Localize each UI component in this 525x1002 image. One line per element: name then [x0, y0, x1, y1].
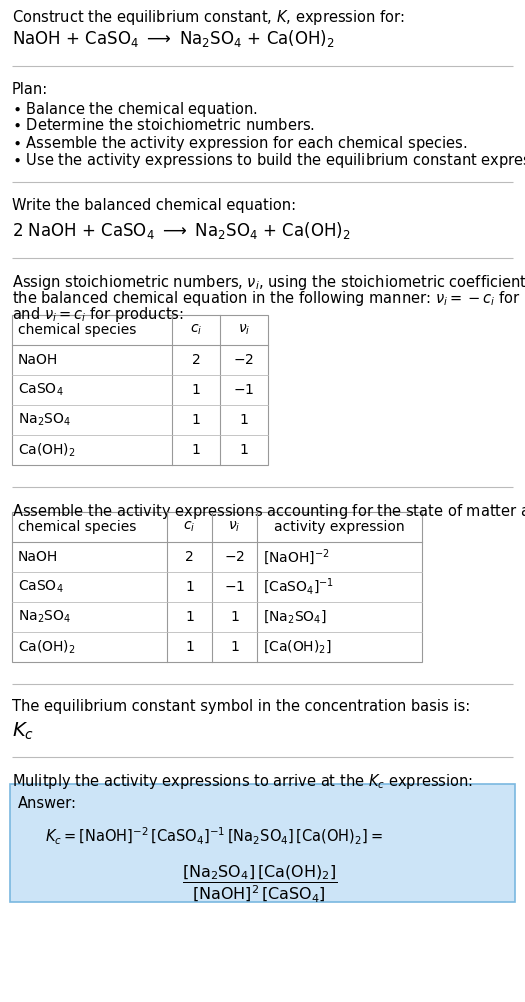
Text: $\bullet$ Balance the chemical equation.: $\bullet$ Balance the chemical equation. — [12, 100, 257, 119]
Text: $[\mathrm{Na_2SO_4}]$: $[\mathrm{Na_2SO_4}]$ — [263, 608, 327, 625]
Text: Plan:: Plan: — [12, 82, 48, 97]
Text: CaSO$_4$: CaSO$_4$ — [18, 579, 64, 595]
Text: 1: 1 — [230, 610, 239, 624]
Bar — [12, 315, 268, 465]
Text: NaOH: NaOH — [18, 550, 58, 564]
Text: $[\mathrm{CaSO_4}]^{-1}$: $[\mathrm{CaSO_4}]^{-1}$ — [263, 577, 334, 597]
Text: $c_i$: $c_i$ — [183, 520, 196, 534]
Text: chemical species: chemical species — [18, 323, 136, 337]
Text: 2: 2 — [192, 353, 201, 367]
Text: $\dfrac{[\mathrm{Na_2SO_4}]\,[\mathrm{Ca(OH)_2}]}{[\mathrm{NaOH}]^2\,[\mathrm{Ca: $\dfrac{[\mathrm{Na_2SO_4}]\,[\mathrm{Ca… — [182, 864, 338, 905]
Text: Na$_2$SO$_4$: Na$_2$SO$_4$ — [18, 609, 71, 625]
Text: 1: 1 — [185, 580, 194, 594]
Text: $\bullet$ Assemble the activity expression for each chemical species.: $\bullet$ Assemble the activity expressi… — [12, 134, 467, 153]
Text: $c_i$: $c_i$ — [190, 323, 202, 338]
Text: 1: 1 — [230, 640, 239, 654]
Text: 1: 1 — [192, 383, 201, 397]
Text: 1: 1 — [239, 443, 248, 457]
Text: $K_c$: $K_c$ — [12, 721, 34, 742]
Text: $\nu_i$: $\nu_i$ — [238, 323, 250, 338]
Text: $\nu_i$: $\nu_i$ — [228, 520, 240, 534]
Text: Ca(OH)$_2$: Ca(OH)$_2$ — [18, 638, 76, 655]
Text: $\bullet$ Determine the stoichiometric numbers.: $\bullet$ Determine the stoichiometric n… — [12, 117, 315, 133]
Text: the balanced chemical equation in the following manner: $\nu_i = -c_i$ for react: the balanced chemical equation in the fo… — [12, 289, 525, 308]
Text: $K_c = [\mathrm{NaOH}]^{-2}\,[\mathrm{CaSO_4}]^{-1}\,[\mathrm{Na_2SO_4}]\,[\math: $K_c = [\mathrm{NaOH}]^{-2}\,[\mathrm{Ca… — [45, 826, 383, 847]
Text: $-2$: $-2$ — [234, 353, 255, 367]
Text: Assign stoichiometric numbers, $\nu_i$, using the stoichiometric coefficients, $: Assign stoichiometric numbers, $\nu_i$, … — [12, 273, 525, 292]
Text: 1: 1 — [185, 610, 194, 624]
Text: Construct the equilibrium constant, $K$, expression for:: Construct the equilibrium constant, $K$,… — [12, 8, 405, 27]
Text: The equilibrium constant symbol in the concentration basis is:: The equilibrium constant symbol in the c… — [12, 699, 470, 714]
Text: and $\nu_i = c_i$ for products:: and $\nu_i = c_i$ for products: — [12, 305, 184, 324]
Text: Na$_2$SO$_4$: Na$_2$SO$_4$ — [18, 412, 71, 428]
Text: $-1$: $-1$ — [224, 580, 245, 594]
Text: chemical species: chemical species — [18, 520, 136, 534]
Text: $-2$: $-2$ — [224, 550, 245, 564]
Text: NaOH + CaSO$_4$ $\longrightarrow$ Na$_2$SO$_4$ + Ca(OH)$_2$: NaOH + CaSO$_4$ $\longrightarrow$ Na$_2$… — [12, 28, 335, 49]
Text: Write the balanced chemical equation:: Write the balanced chemical equation: — [12, 198, 296, 213]
Text: 1: 1 — [192, 443, 201, 457]
Text: 1: 1 — [239, 413, 248, 427]
Text: Answer:: Answer: — [18, 796, 77, 811]
Text: NaOH: NaOH — [18, 353, 58, 367]
Bar — [10, 784, 515, 902]
Text: Mulitply the activity expressions to arrive at the $K_c$ expression:: Mulitply the activity expressions to arr… — [12, 772, 473, 791]
Text: $[\mathrm{NaOH}]^{-2}$: $[\mathrm{NaOH}]^{-2}$ — [263, 547, 330, 567]
Text: $\bullet$ Use the activity expressions to build the equilibrium constant express: $\bullet$ Use the activity expressions t… — [12, 151, 525, 170]
Text: Ca(OH)$_2$: Ca(OH)$_2$ — [18, 441, 76, 459]
Bar — [12, 512, 422, 662]
Text: Assemble the activity expressions accounting for the state of matter and $\nu_i$: Assemble the activity expressions accoun… — [12, 502, 525, 521]
Text: 1: 1 — [192, 413, 201, 427]
Text: 2 NaOH + CaSO$_4$ $\longrightarrow$ Na$_2$SO$_4$ + Ca(OH)$_2$: 2 NaOH + CaSO$_4$ $\longrightarrow$ Na$_… — [12, 220, 351, 241]
Text: activity expression: activity expression — [274, 520, 405, 534]
Text: 2: 2 — [185, 550, 194, 564]
Text: $[\mathrm{Ca(OH)_2}]$: $[\mathrm{Ca(OH)_2}]$ — [263, 638, 332, 655]
Text: 1: 1 — [185, 640, 194, 654]
Text: $-1$: $-1$ — [234, 383, 255, 397]
Text: CaSO$_4$: CaSO$_4$ — [18, 382, 64, 398]
